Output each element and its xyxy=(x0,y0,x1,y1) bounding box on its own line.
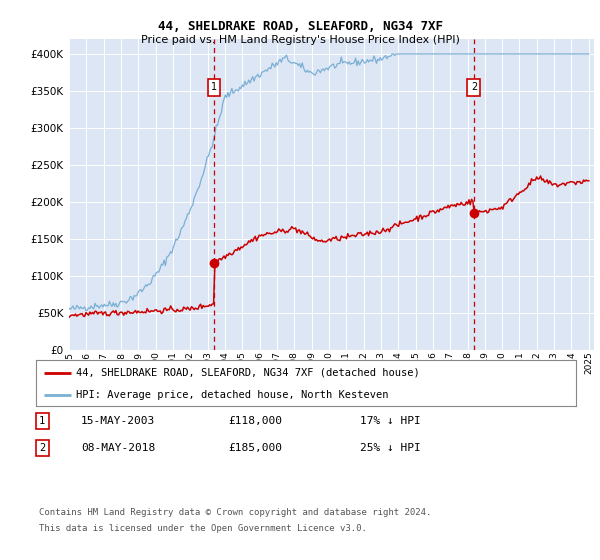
Text: 2: 2 xyxy=(39,443,45,453)
Text: HPI: Average price, detached house, North Kesteven: HPI: Average price, detached house, Nort… xyxy=(77,390,389,399)
Text: 17% ↓ HPI: 17% ↓ HPI xyxy=(360,416,421,426)
Text: 1: 1 xyxy=(39,416,45,426)
Text: £118,000: £118,000 xyxy=(228,416,282,426)
Text: Contains HM Land Registry data © Crown copyright and database right 2024.: Contains HM Land Registry data © Crown c… xyxy=(39,508,431,517)
Text: 15-MAY-2003: 15-MAY-2003 xyxy=(81,416,155,426)
Text: 44, SHELDRAKE ROAD, SLEAFORD, NG34 7XF: 44, SHELDRAKE ROAD, SLEAFORD, NG34 7XF xyxy=(157,20,443,32)
Text: 44, SHELDRAKE ROAD, SLEAFORD, NG34 7XF (detached house): 44, SHELDRAKE ROAD, SLEAFORD, NG34 7XF (… xyxy=(77,368,420,378)
Text: £185,000: £185,000 xyxy=(228,443,282,453)
Text: 25% ↓ HPI: 25% ↓ HPI xyxy=(360,443,421,453)
Text: Price paid vs. HM Land Registry's House Price Index (HPI): Price paid vs. HM Land Registry's House … xyxy=(140,35,460,45)
Text: 2: 2 xyxy=(471,82,477,92)
Text: 08-MAY-2018: 08-MAY-2018 xyxy=(81,443,155,453)
Text: This data is licensed under the Open Government Licence v3.0.: This data is licensed under the Open Gov… xyxy=(39,524,367,533)
Text: 1: 1 xyxy=(211,82,217,92)
